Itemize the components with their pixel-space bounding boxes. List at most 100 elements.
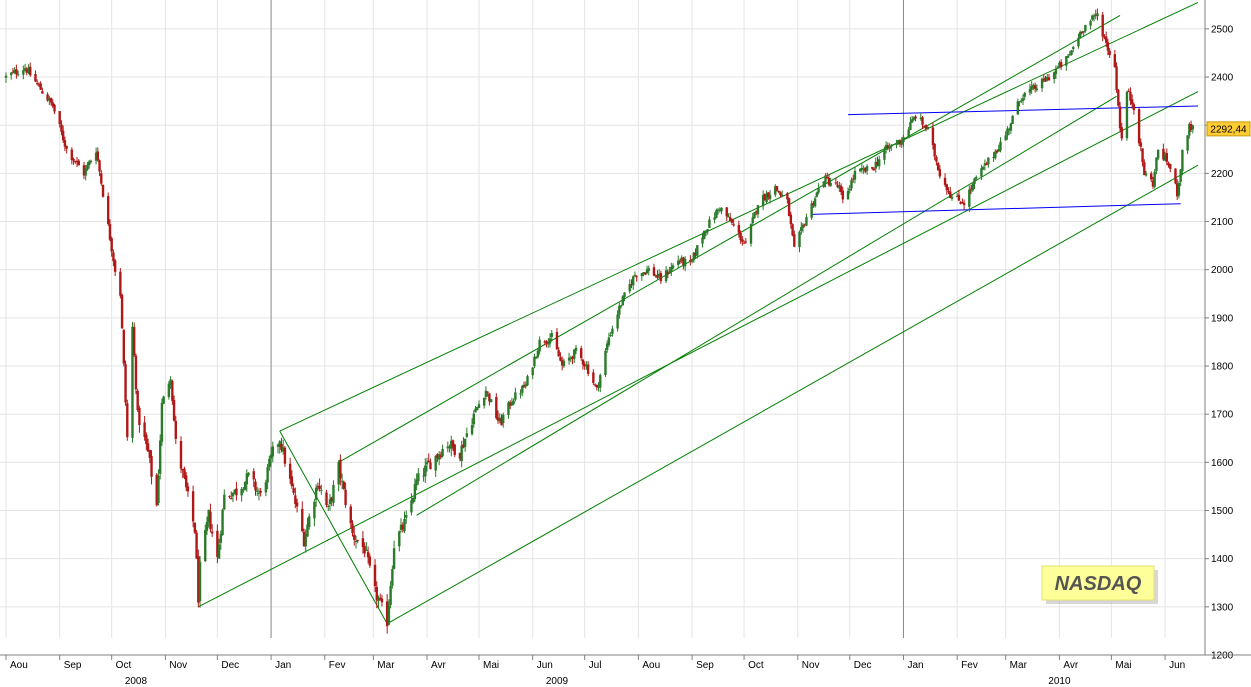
candle-body xyxy=(314,487,318,500)
candle-body xyxy=(557,350,560,357)
candle-body xyxy=(278,441,281,448)
candle-body xyxy=(581,359,585,365)
candle-body xyxy=(787,198,791,217)
candle-body xyxy=(119,271,122,296)
candle-body xyxy=(465,433,469,437)
candle-body xyxy=(462,444,465,448)
candle-body xyxy=(616,314,619,329)
channel-line xyxy=(338,14,1121,463)
candle-body xyxy=(510,402,514,406)
candle-body xyxy=(292,488,295,493)
candle-body xyxy=(969,188,973,190)
candle-body xyxy=(872,168,876,170)
candle-body xyxy=(607,337,611,345)
candle-body xyxy=(580,348,583,359)
candle-body xyxy=(550,333,553,337)
candle-body xyxy=(631,276,635,286)
candle-body xyxy=(403,518,406,532)
candle-body xyxy=(727,216,730,218)
candle-body xyxy=(526,376,529,386)
candle-body xyxy=(900,141,903,145)
candle-body xyxy=(484,390,488,397)
x-tick-label: Jul xyxy=(589,660,602,671)
candle-body xyxy=(257,492,261,494)
candle-body xyxy=(1156,149,1160,159)
candle-body xyxy=(567,357,571,361)
candle-body xyxy=(13,70,16,73)
candle-body xyxy=(94,152,98,161)
candle-body xyxy=(434,455,437,471)
title-box: NASDAQ xyxy=(1041,565,1158,604)
candle-body xyxy=(725,207,728,217)
candle-body xyxy=(652,267,656,276)
candle-body xyxy=(502,414,505,424)
candle-body xyxy=(933,143,936,157)
candle-body xyxy=(295,502,299,507)
candle-body xyxy=(451,440,455,447)
candle-body xyxy=(623,292,626,297)
candle-body xyxy=(150,456,153,477)
candle-body xyxy=(780,194,784,197)
candle-body xyxy=(417,473,420,481)
candle-body xyxy=(174,420,177,439)
candle-body xyxy=(330,497,333,501)
candle-body xyxy=(1023,92,1026,97)
candle-body xyxy=(1167,162,1170,166)
candle-body xyxy=(1139,142,1143,147)
candle-body xyxy=(337,461,340,485)
range-line xyxy=(811,203,1181,215)
candle-body xyxy=(4,75,8,78)
y-tick-label: 1200 xyxy=(1211,651,1234,662)
candle-body xyxy=(1054,69,1058,74)
candle-body xyxy=(609,334,612,336)
last-price-tag: 2292,44 xyxy=(1206,121,1251,137)
candle-body xyxy=(909,122,912,131)
candle-body xyxy=(16,74,20,76)
candle-body xyxy=(1056,67,1059,69)
candle-body xyxy=(789,214,793,225)
candle-body xyxy=(1188,123,1191,136)
candle-body xyxy=(1115,66,1118,91)
candle-body xyxy=(595,384,599,388)
candle-body xyxy=(1151,180,1155,187)
candle-body xyxy=(701,237,704,244)
candle-body xyxy=(1176,183,1179,197)
candle-body xyxy=(897,139,900,145)
candle-body xyxy=(983,163,987,166)
candle-body xyxy=(264,482,268,493)
candle-body xyxy=(271,446,275,457)
candle-body xyxy=(536,350,540,357)
candle-body xyxy=(597,386,600,388)
candle-body xyxy=(342,481,346,489)
candle-body xyxy=(280,443,283,450)
candle-body xyxy=(1174,168,1177,184)
candle-body xyxy=(126,403,129,438)
candle-body xyxy=(749,224,753,244)
candle-body xyxy=(716,209,720,211)
candle-body xyxy=(571,356,574,360)
candle-body xyxy=(604,350,607,375)
candle-body xyxy=(815,192,819,197)
candle-body xyxy=(1162,148,1165,160)
candle-body xyxy=(668,271,671,274)
candle-body xyxy=(356,539,359,541)
candle-body xyxy=(1125,91,1129,139)
candle-body xyxy=(742,242,746,244)
candle-body xyxy=(65,145,68,149)
candle-body xyxy=(470,425,474,435)
candle-body xyxy=(1059,62,1063,67)
candle-body xyxy=(656,275,659,278)
candle-body xyxy=(704,232,708,234)
candle-body xyxy=(1065,56,1068,66)
candle-body xyxy=(58,111,61,125)
candle-body xyxy=(256,490,259,492)
candle-body xyxy=(171,381,174,401)
candle-body xyxy=(160,402,164,442)
x-tick-label: Mar xyxy=(377,660,395,671)
candle-body xyxy=(1004,135,1007,141)
candle-body xyxy=(654,275,657,277)
candle-body xyxy=(628,284,631,292)
x-tick-label: Mai xyxy=(483,660,499,671)
candle-body xyxy=(703,230,706,239)
candle-body xyxy=(599,375,602,388)
